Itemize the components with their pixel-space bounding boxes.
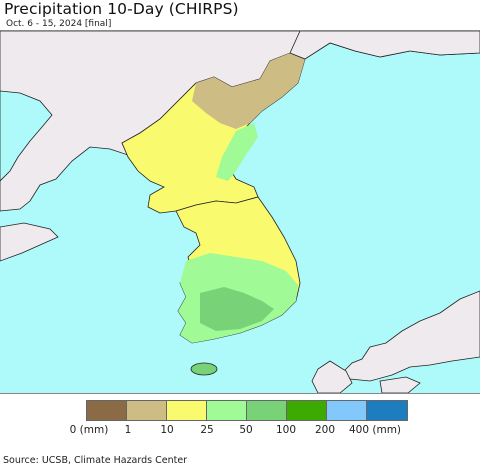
legend-swatch-2	[167, 401, 207, 420]
legend-swatch-4	[247, 401, 287, 420]
legend-label-1: 1	[124, 424, 132, 436]
source-credit: Source: UCSB, Climate Hazards Center	[3, 455, 188, 466]
legend-label-3: 25	[200, 424, 214, 436]
japan-shikoku	[379, 376, 421, 393]
japan-honshu	[343, 290, 480, 382]
legend-label-4: 50	[239, 424, 253, 436]
legend-label-6: 200	[314, 424, 336, 436]
russia-coast	[289, 31, 480, 60]
japan-kyushu	[311, 360, 353, 393]
legend-swatch-5	[287, 401, 327, 420]
legend-swatch-7	[367, 401, 407, 420]
map-subtitle: Oct. 6 - 15, 2024 [final]	[6, 19, 112, 29]
sk-darker-green	[200, 287, 274, 331]
map-title: Precipitation 10-Day (CHIRPS)	[4, 0, 239, 18]
legend-swatch-6	[327, 401, 367, 420]
legend-label-7: 400 (mm)	[348, 424, 402, 436]
precipitation-legend	[86, 400, 408, 421]
precipitation-map	[0, 30, 480, 394]
shandong-peninsula	[0, 222, 59, 262]
legend-swatch-1	[127, 401, 167, 420]
legend-swatch-0	[87, 401, 127, 420]
legend-label-0: 0 (mm)	[69, 424, 109, 436]
jeju-island	[190, 362, 218, 376]
nk-green-coast	[216, 123, 258, 181]
nk-dry-region	[192, 53, 305, 129]
legend-swatch-3	[207, 401, 247, 420]
map-canvas	[0, 31, 480, 393]
liaodong-peninsula	[0, 90, 53, 182]
legend-label-5: 100	[275, 424, 297, 436]
legend-label-2: 10	[160, 424, 174, 436]
